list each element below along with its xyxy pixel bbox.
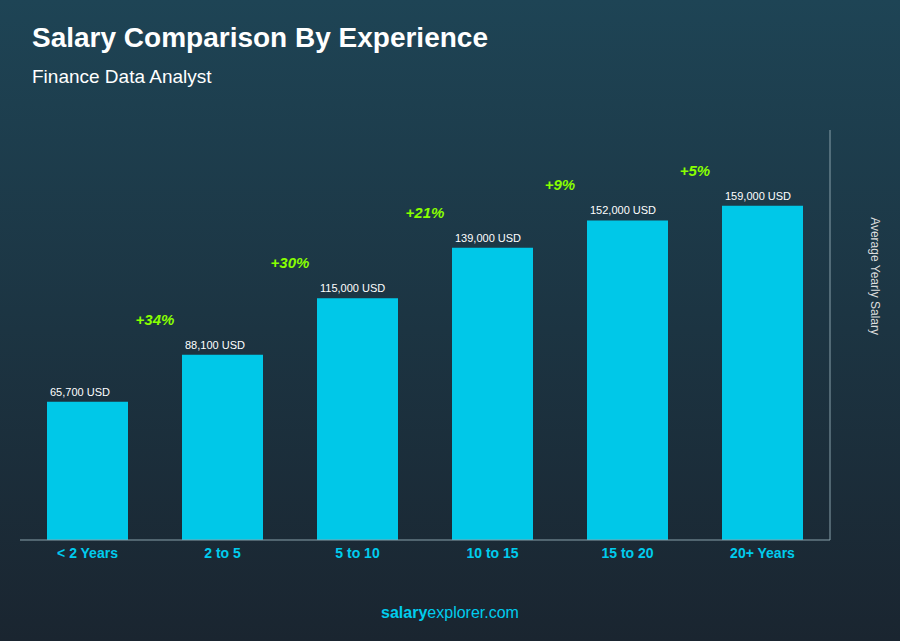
svg-text:15 to 20: 15 to 20	[601, 545, 653, 561]
svg-text:+5%: +5%	[680, 162, 710, 179]
svg-text:2 to 5: 2 to 5	[204, 545, 241, 561]
svg-text:5 to 10: 5 to 10	[335, 545, 380, 561]
svg-text:88,100 USD: 88,100 USD	[185, 339, 245, 351]
svg-text:+34%: +34%	[136, 311, 175, 328]
svg-text:< 2 Years: < 2 Years	[57, 545, 118, 561]
svg-text:Average Yearly Salary: Average Yearly Salary	[868, 217, 882, 335]
svg-text:139,000 USD: 139,000 USD	[455, 232, 521, 244]
svg-text:+30%: +30%	[271, 254, 310, 271]
svg-text:20+ Years: 20+ Years	[730, 545, 795, 561]
html-text:Finance Data Analyst: Finance Data Analyst	[32, 66, 212, 87]
svg-text:+9%: +9%	[545, 176, 575, 193]
svg-text:115,000 USD: 115,000 USD	[320, 282, 385, 294]
svg-text:+21%: +21%	[406, 204, 445, 221]
html-text:salary explorer.com: salary explorer.com	[381, 604, 519, 621]
svg-text:159,000 USD: 159,000 USD	[725, 190, 791, 202]
html-text:Salary Comparison By Experienc: Salary Comparison By Experience	[32, 22, 488, 53]
svg-text:65,700 USD: 65,700 USD	[50, 386, 110, 398]
svg-text:10 to 15: 10 to 15	[466, 545, 518, 561]
svg-text:152,000 USD: 152,000 USD	[590, 204, 656, 216]
